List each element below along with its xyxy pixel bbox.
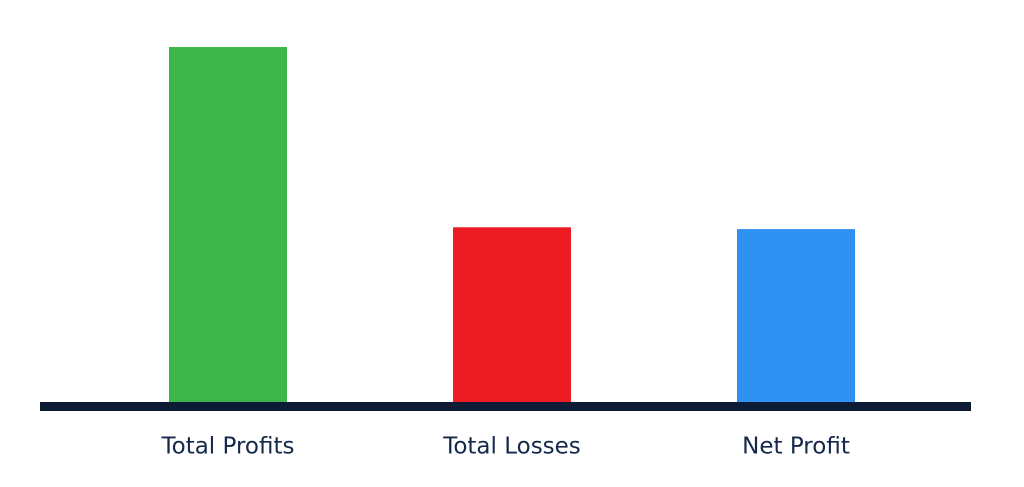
x-tick-label: Total Losses [442, 434, 581, 460]
bar [169, 47, 287, 404]
baseline [40, 402, 971, 411]
bar [737, 229, 855, 404]
x-tick-label: Net Profit [742, 434, 850, 460]
bar [453, 227, 571, 404]
x-tick-label: Total Profits [160, 434, 294, 460]
